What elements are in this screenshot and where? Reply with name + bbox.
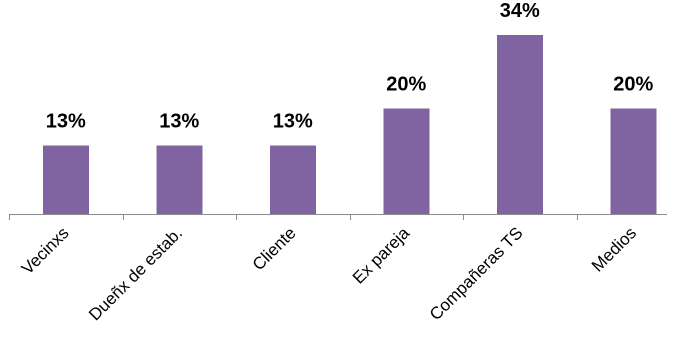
bar-1 bbox=[156, 145, 203, 214]
category-label-0: Vecinxs bbox=[18, 223, 73, 278]
category-labels-group: Vecinxs Dueñx de estab. Cliente Ex pareja Co… bbox=[18, 223, 640, 324]
data-label-3: 20% bbox=[386, 74, 426, 96]
bar-4 bbox=[496, 35, 543, 214]
bar-3 bbox=[383, 108, 430, 214]
data-label-4: 34% bbox=[500, 0, 540, 22]
category-label-1: Dueñx de estab. bbox=[85, 223, 186, 324]
x-axis bbox=[9, 214, 667, 220]
data-label-0: 13% bbox=[46, 111, 86, 133]
data-label-5: 20% bbox=[613, 74, 653, 96]
bar-2 bbox=[269, 145, 316, 214]
category-label-2: Cliente bbox=[249, 223, 300, 274]
category-label-5: Medios bbox=[588, 223, 640, 275]
bar-0 bbox=[42, 145, 89, 214]
bar-5 bbox=[610, 108, 657, 214]
bars-group bbox=[42, 35, 657, 214]
category-label-4: Compañeras TS bbox=[426, 223, 527, 324]
category-label-3: Ex pareja bbox=[349, 223, 414, 288]
data-label-2: 13% bbox=[273, 111, 313, 133]
data-label-1: 13% bbox=[159, 111, 199, 133]
data-labels-group: 13% 13% 13% 20% 34% 20% bbox=[46, 0, 654, 133]
